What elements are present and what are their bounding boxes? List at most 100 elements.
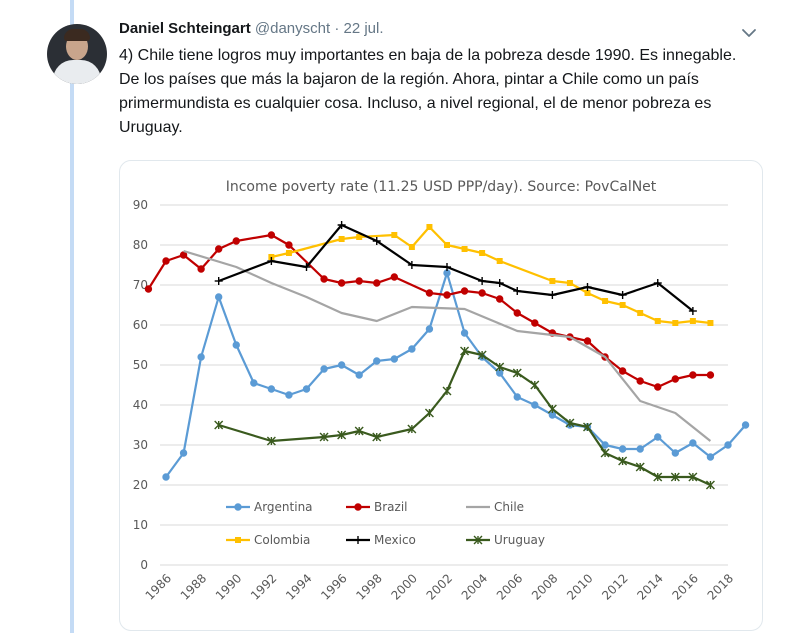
data-point [495, 295, 504, 303]
legend-label: Mexico [374, 533, 416, 547]
y-tick-label: 90 [133, 198, 148, 212]
data-point [636, 377, 644, 385]
data-point [635, 462, 645, 472]
data-point [547, 404, 557, 414]
x-tick-label: 1992 [248, 571, 279, 602]
data-point [495, 279, 504, 287]
data-point [373, 357, 381, 365]
author-name[interactable]: Daniel Schteingart [119, 20, 251, 37]
legend-item-brazil[interactable]: Brazil [346, 500, 408, 514]
data-point [531, 319, 539, 327]
data-point [285, 391, 293, 399]
series-line-uruguay [218, 349, 711, 487]
data-point [618, 291, 627, 299]
data-point [513, 393, 521, 401]
data-point [426, 224, 433, 230]
data-point [689, 439, 697, 447]
data-point [214, 245, 223, 253]
series-uruguay [214, 346, 715, 490]
data-point [408, 244, 415, 250]
data-point [424, 408, 434, 418]
legend-label: Colombia [254, 533, 310, 547]
data-point [548, 291, 557, 299]
legend-item-argentina[interactable]: Argentina [226, 500, 313, 514]
data-point [460, 329, 469, 337]
data-point [477, 350, 487, 360]
data-point [583, 337, 592, 345]
data-point [162, 473, 170, 481]
data-point [618, 445, 627, 453]
x-tick-label: 2014 [634, 571, 665, 602]
legend-item-chile[interactable]: Chile [466, 500, 524, 514]
y-tick-label: 10 [133, 518, 148, 532]
data-point [144, 285, 153, 293]
author-avatar[interactable] [47, 24, 107, 84]
data-point [513, 287, 522, 295]
x-tick-label: 1996 [318, 571, 349, 602]
x-tick-label: 2016 [669, 571, 700, 602]
data-point [473, 535, 483, 545]
data-point [162, 257, 170, 265]
data-point [443, 263, 451, 271]
tweet-header: Daniel Schteingart @danyscht · 22 jul. [119, 19, 384, 39]
data-point [319, 432, 329, 442]
data-point [267, 257, 276, 265]
data-point [373, 279, 381, 287]
chevron-down-icon[interactable] [740, 26, 758, 40]
data-point [214, 293, 223, 301]
data-point [654, 383, 662, 391]
data-point [672, 320, 679, 326]
data-point [566, 280, 573, 286]
chart-card[interactable]: Income poverty rate (11.25 USD PPP/day).… [119, 160, 763, 631]
legend-item-uruguay[interactable]: Uruguay [466, 533, 545, 547]
x-tick-label: 2002 [424, 571, 455, 602]
poverty-chart: Income poverty rate (11.25 USD PPP/day).… [133, 179, 750, 603]
series-argentina [162, 269, 750, 481]
data-point [214, 277, 223, 285]
data-point [583, 422, 592, 432]
data-point [619, 302, 626, 308]
legend-item-mexico[interactable]: Mexico [346, 533, 416, 547]
x-tick-label: 1988 [178, 571, 209, 602]
legend-item-colombia[interactable]: Colombia [226, 533, 310, 547]
data-point [425, 289, 434, 297]
series-line-colombia [271, 225, 711, 325]
x-tick-label: 2008 [529, 571, 560, 602]
data-point [337, 279, 346, 287]
data-point [706, 453, 715, 461]
x-tick-label: 1990 [213, 571, 244, 602]
data-point [391, 232, 398, 238]
data-point [689, 318, 696, 324]
data-point [442, 386, 452, 396]
chart-title: Income poverty rate (11.25 USD PPP/day).… [226, 179, 657, 195]
x-tick-label: 2018 [705, 571, 736, 602]
data-point [460, 287, 469, 295]
y-tick-label: 60 [133, 318, 148, 332]
y-tick-label: 0 [140, 558, 148, 572]
data-point [584, 290, 591, 296]
data-point [601, 441, 609, 449]
data-point [688, 307, 697, 315]
data-point [636, 445, 644, 453]
x-tick-label: 2010 [564, 571, 595, 602]
data-point [741, 421, 750, 429]
series-line-chile [183, 249, 712, 442]
thread-line [70, 0, 74, 633]
data-point [372, 432, 382, 442]
data-point [232, 341, 240, 349]
data-point [654, 433, 662, 441]
tweet-text: 4) Chile tiene logros muy importantes en… [119, 44, 759, 140]
data-point [461, 246, 468, 252]
tweet-date[interactable]: 22 jul. [343, 20, 384, 37]
series-chile [183, 249, 712, 442]
data-point [408, 345, 416, 353]
author-handle[interactable]: @danyscht [254, 20, 331, 37]
series-colombia [268, 224, 714, 326]
data-point [671, 449, 680, 457]
x-tick-label: 1994 [283, 571, 314, 602]
series-line-brazil [147, 233, 711, 389]
data-point [443, 291, 451, 299]
data-point [250, 379, 258, 387]
data-point [670, 472, 680, 482]
data-point [197, 265, 205, 273]
